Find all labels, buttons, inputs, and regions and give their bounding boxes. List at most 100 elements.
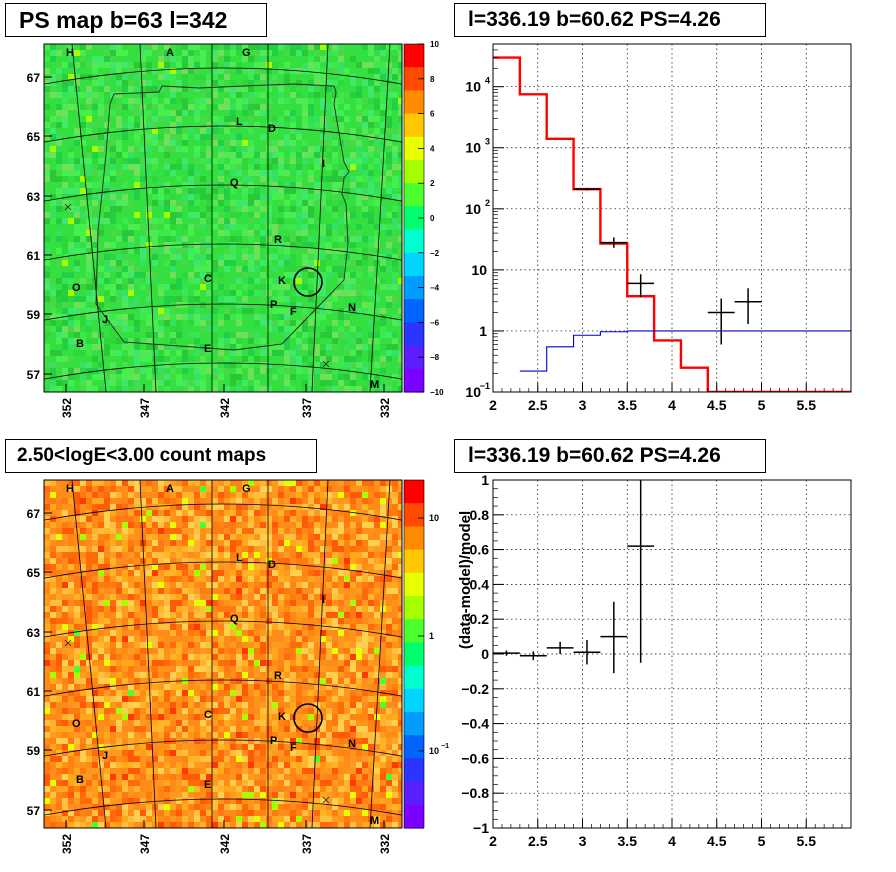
- map-pixel: [212, 738, 218, 744]
- map-pixel: [134, 326, 140, 332]
- map-pixel: [98, 732, 104, 738]
- map-pixel: [56, 314, 62, 320]
- map-pixel: [104, 540, 110, 546]
- map-pixel: [344, 552, 350, 558]
- map-pixel: [86, 600, 92, 606]
- map-pixel: [380, 362, 386, 368]
- map-pixel: [380, 152, 386, 158]
- map-pixel: [254, 726, 260, 732]
- map-pixel: [278, 284, 284, 290]
- map-pixel: [254, 206, 260, 212]
- map-pixel: [86, 780, 92, 786]
- map-pixel: [338, 116, 344, 122]
- map-pixel: [320, 278, 326, 284]
- map-pixel: [86, 248, 92, 254]
- map-pixel: [110, 558, 116, 564]
- map-pixel: [200, 212, 206, 218]
- map-pixel: [356, 660, 362, 666]
- map-pixel: [386, 552, 392, 558]
- map-pixel: [218, 200, 224, 206]
- map-pixel: [230, 702, 236, 708]
- map-pixel: [398, 600, 402, 606]
- map-pixel: [116, 528, 122, 534]
- map-pixel: [50, 678, 56, 684]
- map-pixel: [284, 50, 290, 56]
- map-pixel: [308, 326, 314, 332]
- map-pixel: [266, 708, 272, 714]
- map-pixel: [236, 540, 242, 546]
- map-pixel: [74, 368, 80, 374]
- map-pixel: [134, 218, 140, 224]
- map-pixel: [296, 344, 302, 350]
- map-pixel: [248, 612, 254, 618]
- map-pixel: [44, 122, 50, 128]
- map-pixel: [74, 374, 80, 380]
- map-pixel: [356, 696, 362, 702]
- map-pixel: [44, 272, 50, 278]
- map-pixel: [380, 744, 386, 750]
- map-pixel: [278, 68, 284, 74]
- map-pixel: [362, 212, 368, 218]
- map-pixel: [164, 308, 170, 314]
- map-pixel: [296, 44, 302, 50]
- map-pixel: [278, 206, 284, 212]
- map-pixel: [278, 720, 284, 726]
- map-pixel: [302, 98, 308, 104]
- map-pixel: [158, 182, 164, 188]
- map-pixel: [356, 326, 362, 332]
- map-pixel: [338, 786, 344, 792]
- map-pixel: [392, 654, 398, 660]
- map-pixel: [170, 80, 176, 86]
- map-pixel: [176, 786, 182, 792]
- source-label-F: F: [290, 306, 297, 318]
- map-pixel: [308, 780, 314, 786]
- map-pixel: [134, 344, 140, 350]
- map-pixel: [152, 224, 158, 230]
- map-pixel: [80, 534, 86, 540]
- map-pixel: [206, 350, 212, 356]
- map-pixel: [332, 44, 338, 50]
- map-pixel: [374, 624, 380, 630]
- map-pixel: [56, 660, 62, 666]
- map-pixel: [260, 296, 266, 302]
- map-pixel: [308, 188, 314, 194]
- map-pixel: [164, 320, 170, 326]
- map-pixel: [350, 492, 356, 498]
- map-pixel: [116, 386, 122, 392]
- map-pixel: [50, 278, 56, 284]
- map-pixel: [338, 480, 344, 486]
- map-pixel: [236, 570, 242, 576]
- map-pixel: [326, 380, 332, 386]
- map-pixel: [296, 158, 302, 164]
- map-pixel: [296, 128, 302, 134]
- map-pixel: [320, 356, 326, 362]
- map-pixel: [188, 164, 194, 170]
- map-pixel: [152, 522, 158, 528]
- map-pixel: [164, 188, 170, 194]
- map-pixel: [146, 122, 152, 128]
- map-pixel: [380, 702, 386, 708]
- map-pixel: [176, 486, 182, 492]
- map-pixel: [86, 498, 92, 504]
- map-pixel: [326, 564, 332, 570]
- map-pixel: [68, 582, 74, 588]
- map-pixel: [218, 68, 224, 74]
- map-pixel: [134, 98, 140, 104]
- map-pixel: [236, 630, 242, 636]
- map-pixel: [332, 606, 338, 612]
- map-pixel: [110, 636, 116, 642]
- map-pixel: [362, 516, 368, 522]
- map-pixel: [104, 672, 110, 678]
- map-pixel: [278, 492, 284, 498]
- map-pixel: [140, 50, 146, 56]
- map-pixel: [380, 62, 386, 68]
- map-pixel: [320, 696, 326, 702]
- map-pixel: [362, 552, 368, 558]
- map-pixel: [320, 176, 326, 182]
- map-pixel: [68, 504, 74, 510]
- map-pixel: [338, 110, 344, 116]
- map-pixel: [398, 386, 402, 392]
- map-pixel: [248, 260, 254, 266]
- map-pixel: [92, 738, 98, 744]
- map-pixel: [164, 242, 170, 248]
